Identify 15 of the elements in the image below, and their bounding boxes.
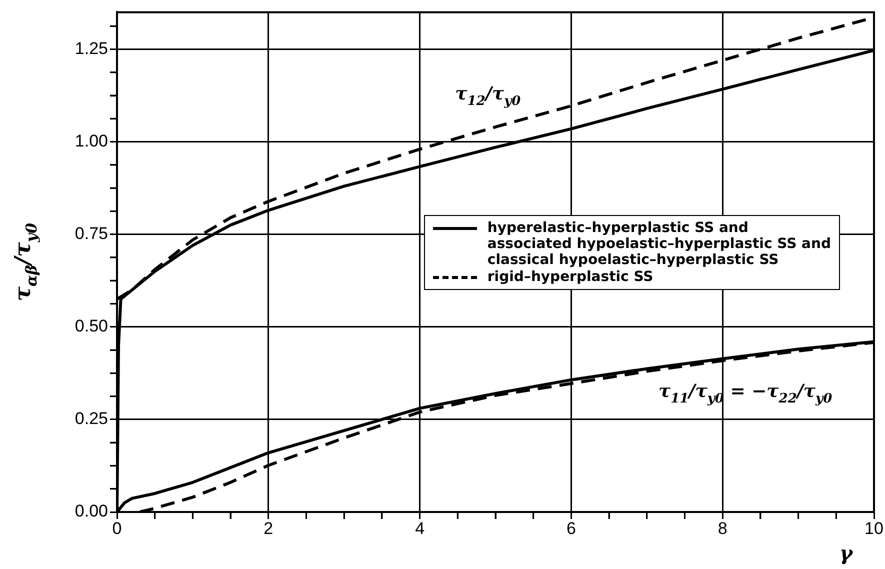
y-tick-label: 0.50 <box>74 316 108 336</box>
x-axis-title: γ <box>839 541 854 565</box>
y-tick-label: 0.25 <box>74 409 108 428</box>
y-tick-label: 1.25 <box>74 38 108 58</box>
y-tick-label: 1.00 <box>74 131 108 150</box>
y-tick-label: 0.00 <box>74 502 108 521</box>
x-tick-label: 6 <box>566 519 576 538</box>
x-tick-label: 4 <box>415 519 425 538</box>
y-tick-label: 0.75 <box>74 224 108 244</box>
x-tick-label: 8 <box>718 519 728 538</box>
legend-label: rigid–hyperplastic SS <box>487 269 654 285</box>
x-tick-label: 0 <box>112 519 122 538</box>
x-tick-label: 2 <box>264 519 274 538</box>
x-tick-label: 10 <box>864 519 884 538</box>
y-axis-title: ταβ/τy0 <box>10 222 41 302</box>
